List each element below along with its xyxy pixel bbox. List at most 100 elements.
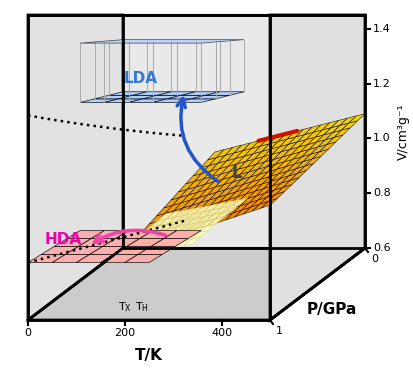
Text: T$_{\rm X}$: T$_{\rm X}$ xyxy=(118,300,132,314)
Polygon shape xyxy=(52,254,90,263)
Polygon shape xyxy=(189,217,205,227)
Polygon shape xyxy=(293,149,309,159)
Polygon shape xyxy=(282,173,298,183)
Polygon shape xyxy=(142,226,159,234)
Polygon shape xyxy=(188,212,204,223)
Polygon shape xyxy=(135,237,152,246)
Polygon shape xyxy=(304,152,320,161)
Polygon shape xyxy=(54,238,91,247)
Text: 1.4: 1.4 xyxy=(373,24,391,34)
Polygon shape xyxy=(134,232,151,241)
Polygon shape xyxy=(278,164,295,174)
Polygon shape xyxy=(209,189,225,200)
Polygon shape xyxy=(119,95,157,99)
Polygon shape xyxy=(274,149,290,159)
Polygon shape xyxy=(246,184,262,194)
Polygon shape xyxy=(235,207,251,217)
Polygon shape xyxy=(199,187,215,198)
Polygon shape xyxy=(266,183,282,193)
Polygon shape xyxy=(142,221,158,232)
Polygon shape xyxy=(252,138,268,148)
Polygon shape xyxy=(186,208,202,218)
Polygon shape xyxy=(123,15,365,248)
Polygon shape xyxy=(252,172,268,182)
Polygon shape xyxy=(159,216,176,226)
Text: LDA: LDA xyxy=(123,72,158,86)
Polygon shape xyxy=(207,217,224,226)
Polygon shape xyxy=(190,221,206,232)
Polygon shape xyxy=(193,165,209,176)
Polygon shape xyxy=(247,156,263,166)
Polygon shape xyxy=(109,92,147,95)
Polygon shape xyxy=(240,196,256,206)
Polygon shape xyxy=(271,171,287,181)
Polygon shape xyxy=(301,142,317,152)
Polygon shape xyxy=(28,248,365,320)
Polygon shape xyxy=(220,192,236,202)
Polygon shape xyxy=(197,182,214,192)
Polygon shape xyxy=(190,189,206,200)
Polygon shape xyxy=(136,242,154,251)
Text: 1.2: 1.2 xyxy=(373,79,391,89)
Polygon shape xyxy=(333,123,349,133)
Polygon shape xyxy=(181,192,197,203)
Polygon shape xyxy=(167,210,184,219)
Polygon shape xyxy=(262,174,278,184)
Polygon shape xyxy=(157,205,173,216)
Polygon shape xyxy=(223,201,239,211)
Polygon shape xyxy=(164,197,180,208)
Polygon shape xyxy=(183,198,199,208)
Polygon shape xyxy=(159,217,176,226)
Polygon shape xyxy=(182,224,198,235)
Polygon shape xyxy=(198,219,215,228)
Polygon shape xyxy=(211,194,227,205)
Polygon shape xyxy=(208,150,224,160)
Polygon shape xyxy=(292,144,308,154)
Polygon shape xyxy=(342,121,358,130)
Polygon shape xyxy=(225,179,242,189)
Polygon shape xyxy=(154,228,170,239)
Polygon shape xyxy=(165,241,182,250)
Polygon shape xyxy=(302,147,318,157)
Polygon shape xyxy=(199,219,216,229)
Polygon shape xyxy=(203,168,220,179)
Polygon shape xyxy=(261,198,277,208)
Polygon shape xyxy=(315,128,331,137)
Polygon shape xyxy=(185,207,202,215)
Polygon shape xyxy=(177,210,193,221)
Polygon shape xyxy=(311,144,327,154)
Polygon shape xyxy=(270,15,365,320)
Text: 400: 400 xyxy=(211,328,232,338)
Polygon shape xyxy=(280,137,296,147)
Polygon shape xyxy=(170,218,186,228)
Polygon shape xyxy=(209,155,225,165)
Polygon shape xyxy=(168,215,185,224)
Polygon shape xyxy=(267,187,283,197)
Polygon shape xyxy=(233,203,249,213)
Polygon shape xyxy=(227,151,243,161)
Polygon shape xyxy=(220,158,236,168)
Polygon shape xyxy=(268,191,285,201)
Polygon shape xyxy=(191,230,208,239)
Polygon shape xyxy=(129,99,167,102)
Polygon shape xyxy=(195,171,211,181)
Polygon shape xyxy=(187,179,203,189)
Polygon shape xyxy=(223,169,239,179)
Polygon shape xyxy=(161,221,177,231)
Polygon shape xyxy=(235,177,251,187)
Polygon shape xyxy=(65,247,102,254)
Polygon shape xyxy=(201,192,217,203)
Polygon shape xyxy=(173,234,190,243)
Polygon shape xyxy=(195,205,211,215)
Polygon shape xyxy=(125,254,162,263)
Text: 0.6: 0.6 xyxy=(373,243,391,253)
Polygon shape xyxy=(189,184,205,195)
Polygon shape xyxy=(165,203,181,213)
Polygon shape xyxy=(28,15,270,320)
Polygon shape xyxy=(171,189,187,200)
Polygon shape xyxy=(202,197,218,208)
Polygon shape xyxy=(164,230,180,240)
Polygon shape xyxy=(217,213,233,223)
Polygon shape xyxy=(164,236,181,245)
Polygon shape xyxy=(114,247,151,254)
